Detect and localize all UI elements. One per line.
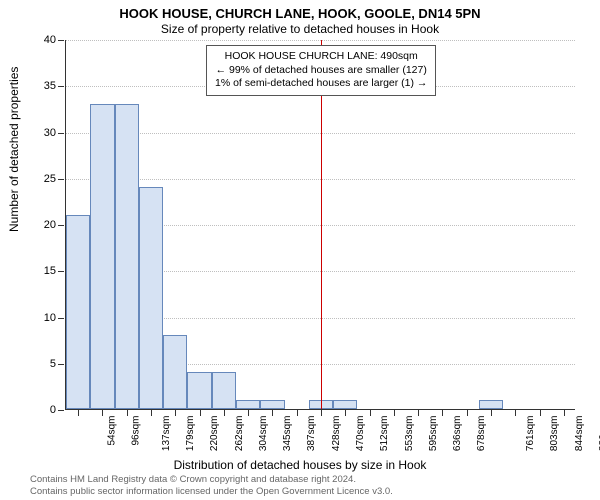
x-tick-label: 470sqm <box>355 416 366 452</box>
y-tick-label: 20 <box>44 219 56 231</box>
x-tick <box>394 410 395 416</box>
x-tick-label: 595sqm <box>428 416 439 452</box>
y-tick-label: 0 <box>50 404 56 416</box>
x-tick <box>127 410 128 416</box>
y-tick <box>58 133 64 134</box>
x-tick <box>345 410 346 416</box>
x-tick-label: 844sqm <box>574 416 585 452</box>
x-tick <box>200 410 201 416</box>
y-tick-label: 25 <box>44 173 56 185</box>
annotation-line3: 1% of semi-detached houses are larger (1… <box>215 77 427 91</box>
x-tick-label: 761sqm <box>525 416 536 452</box>
x-tick <box>102 410 103 416</box>
x-tick <box>224 410 225 416</box>
y-tick <box>58 225 64 226</box>
y-tick-label: 5 <box>50 358 56 370</box>
x-tick <box>151 410 152 416</box>
y-tick <box>58 86 64 87</box>
annotation-line2: ← 99% of detached houses are smaller (12… <box>215 64 427 78</box>
x-tick <box>321 410 322 416</box>
y-axis-label: Number of detached properties <box>7 67 21 232</box>
y-tick <box>58 271 64 272</box>
x-tick <box>564 410 565 416</box>
histogram-bar <box>66 215 90 409</box>
x-tick-label: 220sqm <box>209 416 220 452</box>
y-tick <box>58 364 64 365</box>
annotation-box: HOOK HOUSE CHURCH LANE: 490sqm ← 99% of … <box>206 45 436 96</box>
histogram-bar <box>163 335 187 409</box>
x-tick-label: 636sqm <box>452 416 463 452</box>
y-tick <box>58 410 64 411</box>
x-tick-label: 387sqm <box>307 416 318 452</box>
x-tick-label: 428sqm <box>331 416 342 452</box>
histogram-bar <box>187 372 211 409</box>
x-tick-label: 678sqm <box>477 416 488 452</box>
histogram-bar <box>115 104 139 409</box>
x-tick-label: 345sqm <box>282 416 293 452</box>
x-tick <box>540 410 541 416</box>
x-tick <box>272 410 273 416</box>
x-tick <box>491 410 492 416</box>
histogram-bar <box>236 400 260 409</box>
x-tick <box>515 410 516 416</box>
x-tick <box>442 410 443 416</box>
y-tick <box>58 318 64 319</box>
histogram-bar <box>333 400 357 409</box>
y-tick-label: 10 <box>44 312 56 324</box>
y-tick-label: 15 <box>44 265 56 277</box>
x-tick-label: 179sqm <box>185 416 196 452</box>
x-tick <box>467 410 468 416</box>
chart-title-sub: Size of property relative to detached ho… <box>0 22 600 36</box>
chart-title-main: HOOK HOUSE, CHURCH LANE, HOOK, GOOLE, DN… <box>0 6 600 21</box>
x-tick <box>248 410 249 416</box>
x-tick-label: 137sqm <box>161 416 172 452</box>
histogram-bar <box>479 400 503 409</box>
x-tick <box>297 410 298 416</box>
x-tick <box>370 410 371 416</box>
chart-footer: Contains HM Land Registry data © Crown c… <box>30 474 393 497</box>
x-tick-label: 304sqm <box>258 416 269 452</box>
y-tick-label: 30 <box>44 127 56 139</box>
x-tick-label: 803sqm <box>549 416 560 452</box>
x-tick-label: 96sqm <box>131 416 142 446</box>
y-tick <box>58 179 64 180</box>
y-tick <box>58 40 64 41</box>
footer-line2: Contains public sector information licen… <box>30 486 393 497</box>
annotation-line1: HOOK HOUSE CHURCH LANE: 490sqm <box>215 50 427 64</box>
x-tick-label: 54sqm <box>107 416 118 446</box>
footer-line1: Contains HM Land Registry data © Crown c… <box>30 474 393 485</box>
histogram-bar <box>260 400 284 409</box>
x-tick <box>78 410 79 416</box>
histogram-bar <box>90 104 114 409</box>
x-tick-label: 553sqm <box>404 416 415 452</box>
x-tick <box>418 410 419 416</box>
x-tick-label: 512sqm <box>379 416 390 452</box>
histogram-bar <box>139 187 163 409</box>
x-tick-label: 262sqm <box>234 416 245 452</box>
y-tick-label: 40 <box>44 34 56 46</box>
x-axis-label: Distribution of detached houses by size … <box>0 458 600 472</box>
x-tick <box>175 410 176 416</box>
histogram-bar <box>212 372 236 409</box>
plot-area: 051015202530354054sqm96sqm137sqm179sqm22… <box>65 40 575 410</box>
y-tick-label: 35 <box>44 80 56 92</box>
